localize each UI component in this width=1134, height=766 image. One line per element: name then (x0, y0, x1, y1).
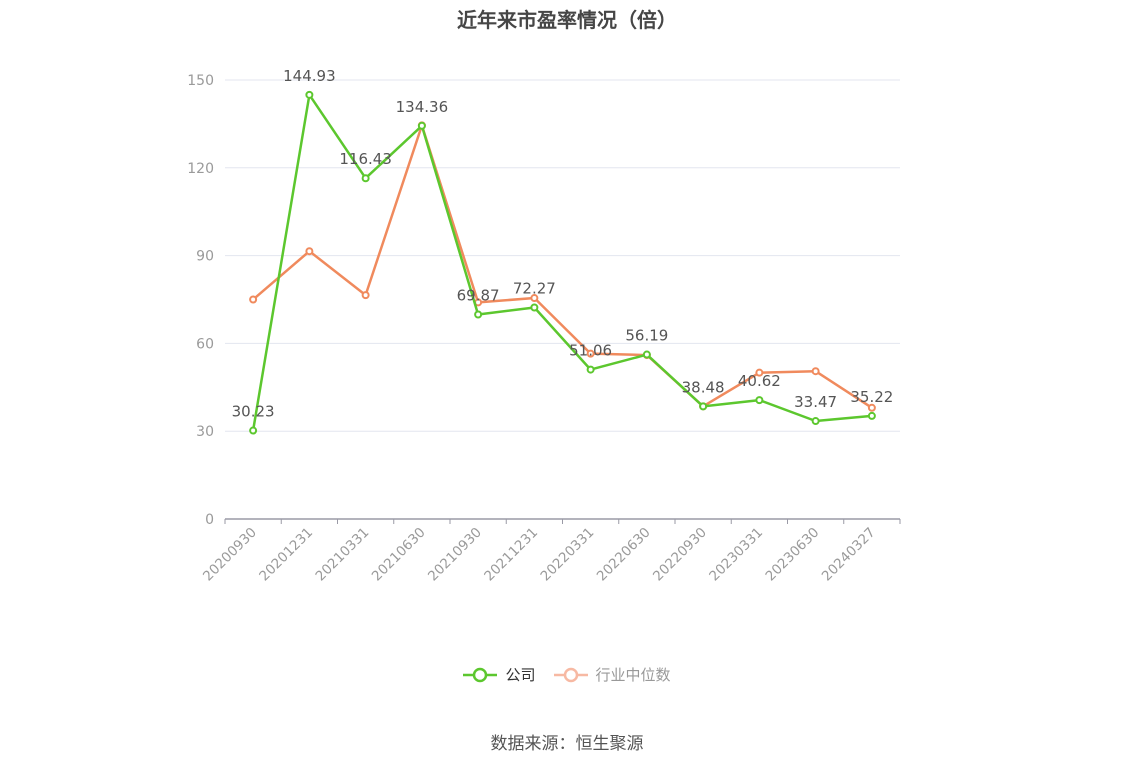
x-tick-label: 20210930 (425, 525, 485, 585)
data-label-company: 51.06 (569, 342, 612, 360)
legend-item-company[interactable]: 公司 (463, 664, 536, 685)
data-point-company (642, 350, 651, 359)
data-point-company (249, 426, 258, 435)
data-point-industry (867, 403, 876, 412)
x-tick-label: 20211231 (481, 525, 541, 585)
y-tick-label: 60 (196, 336, 214, 352)
data-label-company: 40.62 (738, 372, 781, 390)
series-line-industry (252, 124, 873, 409)
data-label-company: 144.93 (283, 67, 336, 85)
x-tick-label: 20230331 (706, 525, 766, 585)
x-tick-label: 20210331 (313, 525, 373, 585)
legend-marker-company (463, 667, 498, 682)
data-point-company (699, 402, 708, 411)
y-tick-label: 30 (196, 424, 214, 440)
legend-label-industry: 行业中位数 (595, 666, 671, 684)
data-point-company (361, 174, 370, 183)
x-tick-label: 20220331 (538, 525, 598, 585)
chart-title: 近年来市盈率情况（倍） (457, 8, 677, 32)
x-tick-label: 20230630 (763, 525, 823, 585)
data-label-company: 38.48 (682, 378, 725, 396)
data-label-company: 56.19 (625, 327, 668, 345)
data-point-industry (530, 294, 539, 303)
y-tick-label: 120 (187, 161, 214, 177)
data-point-industry (249, 295, 258, 304)
data-source-note: 数据来源：恒生聚源 (490, 734, 644, 754)
data-point-company (417, 121, 426, 130)
x-tick-label: 20240327 (819, 525, 879, 585)
data-label-company: 30.23 (232, 403, 275, 421)
data-point-industry (361, 291, 370, 300)
chart-legend: 公司 行业中位数 (0, 664, 1134, 685)
data-point-company (811, 417, 820, 426)
data-point-industry (811, 367, 820, 376)
data-label-company: 33.47 (794, 393, 837, 411)
x-tick-label: 20220630 (594, 525, 654, 585)
data-point-company (586, 365, 595, 374)
data-point-company (530, 303, 539, 312)
x-tick-label: 20210630 (369, 525, 429, 585)
data-point-industry (586, 349, 595, 358)
legend-item-industry[interactable]: 行业中位数 (553, 664, 671, 685)
data-point-company (755, 396, 764, 405)
x-tick-label: 20200930 (200, 525, 260, 585)
y-tick-label: 90 (196, 249, 214, 265)
data-label-company: 116.43 (339, 150, 392, 168)
legend-label-company: 公司 (505, 666, 536, 684)
x-tick-label: 20220930 (650, 525, 710, 585)
data-label-company: 134.36 (396, 98, 449, 116)
x-tick-label: 20201231 (256, 525, 316, 585)
data-point-industry (755, 368, 764, 377)
series-line-company (251, 93, 873, 431)
data-point-company (305, 90, 314, 99)
legend-marker-industry (553, 667, 588, 682)
data-point-company (474, 310, 483, 319)
data-point-industry (305, 247, 314, 256)
y-tick-label: 150 (187, 73, 214, 89)
y-tick-label: 0 (205, 512, 214, 528)
data-label-company: 69.87 (457, 287, 500, 305)
data-label-company: 35.22 (850, 388, 893, 406)
data-label-company: 72.27 (513, 279, 556, 297)
data-point-company (867, 411, 876, 420)
